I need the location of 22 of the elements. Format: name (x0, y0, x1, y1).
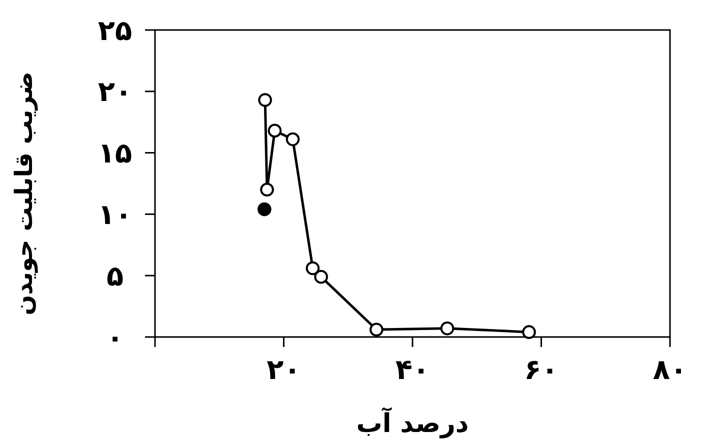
point (370, 322, 384, 337)
point (522, 325, 536, 339)
y-axis-title: ضریب قابلیت جویدن (10, 72, 38, 316)
y-tick-label: ۲۰ (98, 75, 132, 108)
x-axis-title: درصد آب (356, 407, 469, 439)
x-tick-label: ۶۰ (524, 353, 558, 386)
y-tick-label: ۱۵ (98, 136, 132, 170)
y-tick-label: ۱۰ (98, 198, 132, 231)
x-tick-label: ۴۰ (395, 353, 430, 386)
point (440, 322, 454, 336)
point (268, 124, 282, 138)
point (260, 182, 274, 197)
point (306, 261, 320, 276)
y-tick-label: ۰ (106, 320, 124, 354)
point (258, 202, 272, 216)
point (286, 132, 300, 146)
x-tick-label: ۸۰ (652, 353, 688, 386)
x-tick-label: ۲۰ (266, 353, 301, 386)
point (314, 270, 328, 284)
y-tick-label: ۲۵ (98, 14, 132, 47)
point (258, 93, 272, 107)
y-tick-label: ۵ (106, 259, 124, 292)
